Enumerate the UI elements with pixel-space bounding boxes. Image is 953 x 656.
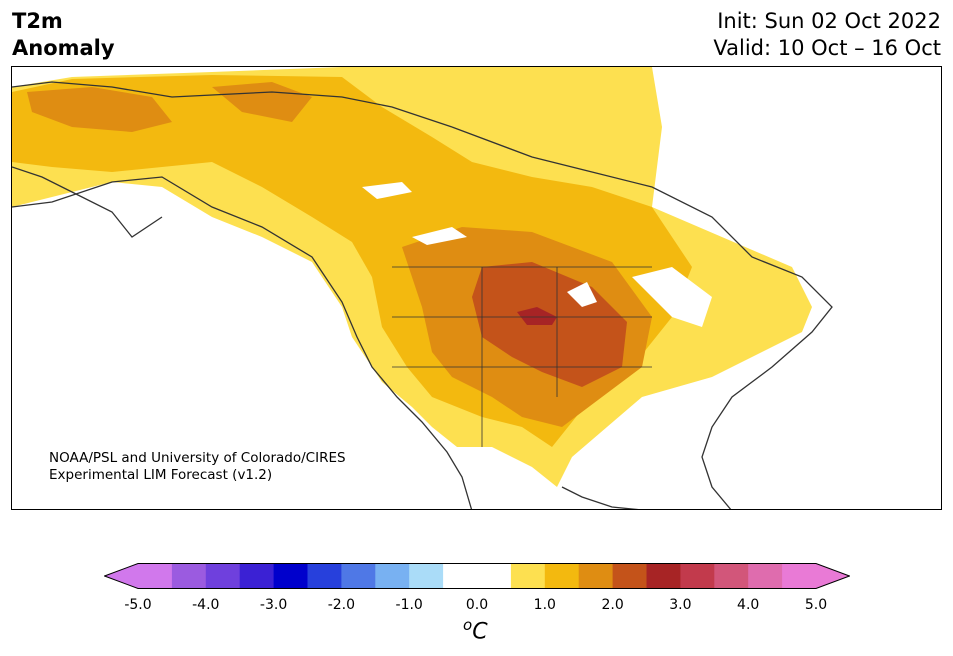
forecast-dates: Init: Sun 02 Oct 2022 Valid: 10 Oct – 16… bbox=[713, 8, 941, 62]
colorbar-tick-label: -2.0 bbox=[327, 597, 356, 613]
colorbar-swatch bbox=[477, 563, 512, 589]
colorbar-swatch bbox=[646, 563, 681, 589]
title-line-variable: T2m bbox=[12, 9, 63, 33]
colorbar-swatch bbox=[171, 563, 207, 589]
coastline-lines bbox=[12, 81, 833, 509]
colorbar-swatch bbox=[510, 563, 546, 589]
title-line-anomaly: Anomaly bbox=[12, 36, 115, 60]
colorbar-swatch bbox=[375, 563, 410, 589]
unit-label: oC bbox=[463, 616, 488, 644]
colorbar-tick-label: -5.0 bbox=[124, 597, 152, 613]
colorbar-swatch bbox=[680, 563, 715, 589]
colorbar-swatch bbox=[612, 563, 647, 589]
colorbar-tick-label: -4.0 bbox=[192, 597, 220, 613]
colorbar-swatch bbox=[544, 563, 580, 589]
valid-range: Valid: 10 Oct – 16 Oct bbox=[713, 36, 941, 60]
colorbar-extend-low bbox=[104, 563, 138, 589]
colorbar-ticks: -5.0 -4.0 -3.0 -2.0 -1.0 0.0 1.0 2.0 3.0 4.0 5.0 bbox=[0, 597, 953, 617]
unit-letter: C bbox=[472, 619, 488, 645]
colorbar-swatch bbox=[714, 563, 749, 589]
map-canvas bbox=[12, 67, 833, 509]
colorbar bbox=[104, 563, 850, 589]
credit-line-2: Experimental LIM Forecast (v1.2) bbox=[49, 467, 273, 483]
colorbar-swatch bbox=[239, 563, 275, 589]
colorbar-swatch bbox=[409, 563, 444, 589]
map-title: T2m Anomaly bbox=[12, 8, 115, 62]
lake-region bbox=[362, 182, 712, 327]
colorbar-extend-high bbox=[816, 563, 850, 589]
colorbar-tick-label: 4.0 bbox=[737, 597, 760, 613]
colorbar-swatch bbox=[341, 563, 376, 589]
init-date: Init: Sun 02 Oct 2022 bbox=[717, 9, 941, 33]
colorbar-swatch bbox=[273, 563, 308, 589]
colorbar-tick-label: 5.0 bbox=[804, 597, 828, 613]
colorbar-tick-label: 3.0 bbox=[669, 597, 692, 613]
credit-text: NOAA/PSL and University of Colorado/CIRE… bbox=[49, 450, 346, 484]
colorbar-swatch bbox=[138, 563, 173, 589]
colorbar-swatch bbox=[443, 563, 478, 589]
unit-degree: o bbox=[463, 616, 473, 634]
colorbar-tick-label: -1.0 bbox=[395, 597, 423, 613]
colorbar-tick-label: -3.0 bbox=[259, 597, 288, 613]
anomaly-region-2.5-3 bbox=[517, 307, 557, 325]
colorbar-swatch bbox=[578, 563, 614, 589]
colorbar-swatch bbox=[748, 563, 783, 589]
colorbar-swatch bbox=[307, 563, 342, 589]
anomaly-map bbox=[11, 66, 942, 510]
colorbar-outline bbox=[104, 563, 850, 589]
colorbar-swatch bbox=[782, 563, 817, 589]
colorbar-tick-label: 1.0 bbox=[533, 597, 556, 613]
colorbar-swatch bbox=[205, 563, 241, 589]
colorbar-tick-label: 2.0 bbox=[601, 597, 624, 613]
colorbar-tick-label: 0.0 bbox=[465, 597, 489, 613]
credit-line-1: NOAA/PSL and University of Colorado/CIRE… bbox=[49, 450, 346, 466]
